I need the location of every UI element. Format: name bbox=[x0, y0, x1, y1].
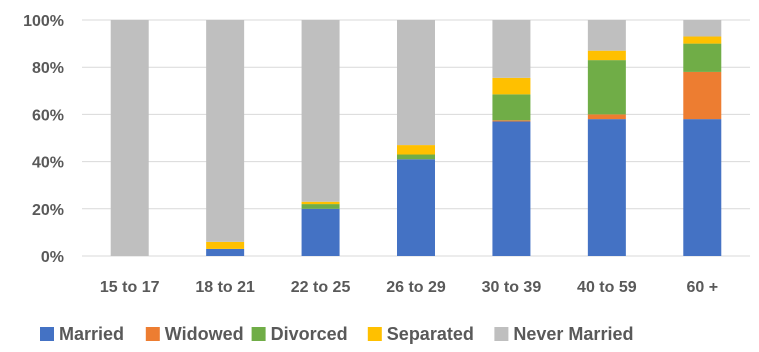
legend-swatch-divorced bbox=[251, 327, 266, 341]
legend-swatch-widowed bbox=[145, 327, 160, 341]
y-tick-label: 100% bbox=[23, 13, 64, 30]
bar-segment-separated bbox=[206, 241, 245, 249]
bar-segment-never-married bbox=[397, 20, 435, 146]
y-axis: 0% 20% 40% 60% 80% 100% bbox=[23, 13, 64, 266]
legend-swatch-never-married bbox=[494, 327, 509, 341]
y-tick-label: 60% bbox=[32, 107, 64, 124]
legend-label-married: Married bbox=[59, 324, 124, 344]
bar-segment-married bbox=[301, 208, 340, 256]
bar-segment-separated bbox=[587, 50, 626, 61]
y-tick-label: 20% bbox=[32, 202, 64, 219]
x-tick-label: 30 to 39 bbox=[482, 279, 542, 296]
bar-segment-separated bbox=[492, 77, 531, 95]
bar-segment-married bbox=[492, 121, 531, 256]
y-tick-label: 40% bbox=[32, 155, 64, 172]
y-tick-label: 0% bbox=[41, 249, 64, 266]
bar-segment-never-married bbox=[301, 20, 340, 202]
bar-segment-divorced bbox=[587, 60, 626, 115]
legend-label-separated: Separated bbox=[387, 324, 474, 344]
bar-segment-divorced bbox=[683, 43, 722, 72]
bar-segment-separated bbox=[301, 201, 340, 205]
legend-label-divorced: Divorced bbox=[271, 324, 348, 344]
x-tick-label: 22 to 25 bbox=[291, 279, 351, 296]
legend: Married Widowed Divorced Separated Never Mar… bbox=[40, 324, 633, 344]
legend-label-widowed: Widowed bbox=[165, 324, 244, 344]
legend-label-never-married: Never Married bbox=[513, 324, 633, 344]
x-tick-label: 18 to 21 bbox=[195, 279, 255, 296]
bars bbox=[110, 20, 722, 257]
bar-segment-married bbox=[397, 159, 435, 256]
x-tick-label: 26 to 29 bbox=[386, 279, 446, 296]
bar-segment-divorced bbox=[301, 204, 340, 209]
legend-swatch-separated bbox=[367, 327, 382, 341]
bar-segment-never-married bbox=[206, 20, 245, 242]
y-tick-label: 80% bbox=[32, 60, 64, 77]
bar-segment-widowed bbox=[492, 120, 531, 122]
bar-segment-never-married bbox=[587, 20, 626, 51]
bar-segment-married bbox=[206, 248, 245, 256]
x-axis: 15 to 17 18 to 21 22 to 25 26 to 29 30 to 39… bbox=[100, 279, 718, 296]
bar-segment-divorced bbox=[492, 94, 531, 121]
legend-swatch-married bbox=[40, 327, 54, 341]
bar-segment-never-married bbox=[683, 20, 722, 37]
bar-segment-married bbox=[683, 119, 722, 257]
bar-segment-never-married bbox=[492, 20, 531, 78]
bar-segment-widowed bbox=[683, 71, 722, 120]
x-tick-label: 60 + bbox=[686, 279, 718, 296]
bar-segment-widowed bbox=[587, 114, 626, 120]
x-tick-label: 40 to 59 bbox=[577, 279, 637, 296]
bar-segment-separated bbox=[683, 36, 722, 44]
bar-segment-married bbox=[587, 119, 626, 257]
bar-segment-separated bbox=[397, 145, 435, 155]
x-tick-label: 15 to 17 bbox=[100, 279, 160, 296]
bar-segment-divorced bbox=[397, 154, 435, 160]
bar-segment-never-married bbox=[110, 20, 149, 256]
